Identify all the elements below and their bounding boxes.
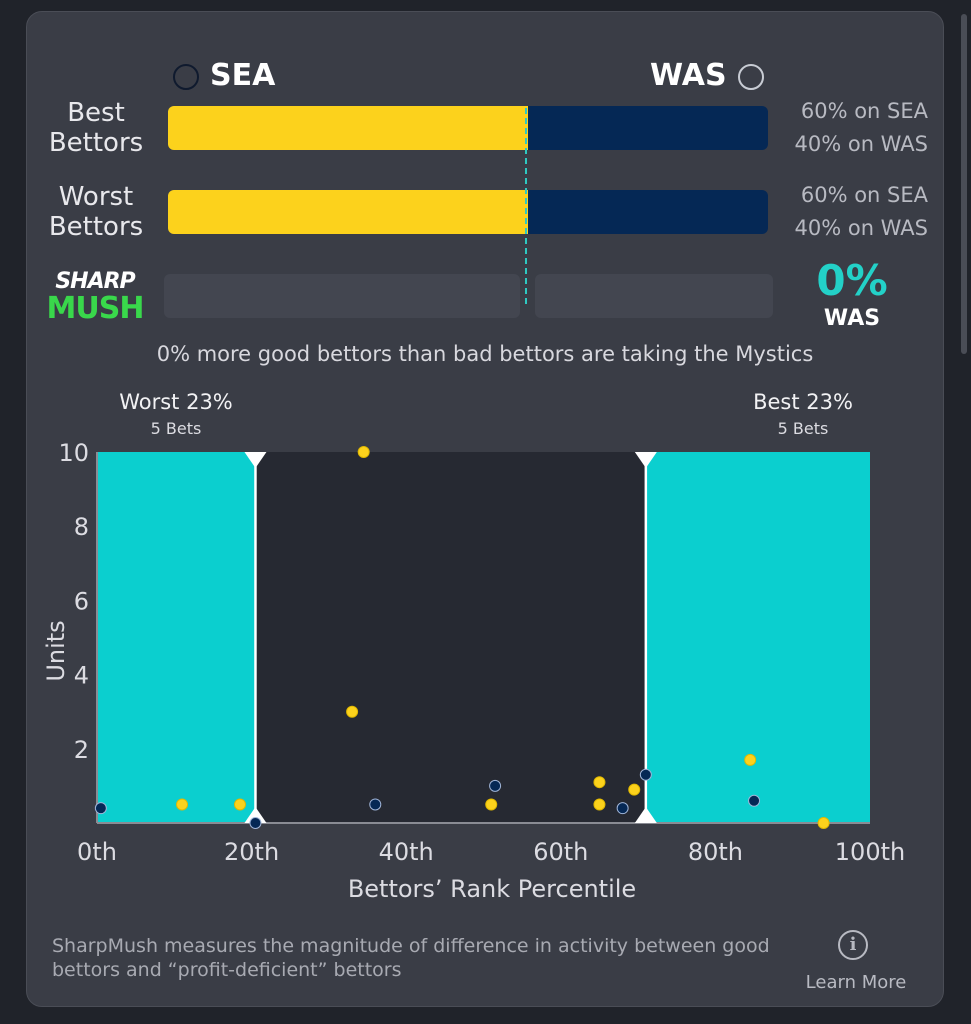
logo-sharp-text: SHARP: [55, 269, 135, 294]
team-was-label: WAS: [650, 58, 727, 93]
worst-label-line2: Bettors: [48, 212, 144, 242]
y-tick-label-8: 8: [74, 513, 89, 541]
best-bettors-region: [645, 452, 870, 823]
was-point-5: [639, 768, 652, 781]
best-cutoff-bottom-marker: [634, 807, 657, 823]
best-sea-pct: 60% on SEA: [800, 99, 928, 123]
sea-point-6: [593, 776, 606, 789]
was-color-dot: [738, 64, 764, 90]
sharpmush-summary: 0% more good bettors than bad bettors ar…: [156, 342, 814, 366]
was-point-0: [94, 802, 107, 815]
sea-point-7: [628, 783, 641, 796]
x-tick-label-20th: 20th: [224, 838, 279, 866]
sea-point-9: [817, 817, 830, 829]
best-group-count: 5 Bets: [777, 419, 829, 438]
sea-point-3: [357, 446, 370, 458]
y-tick-label-4: 4: [74, 662, 89, 690]
worst-bettors-label: Worst Bettors: [41, 182, 151, 242]
best-bettors-was-bar: [528, 106, 768, 150]
sea-point-5: [593, 798, 606, 811]
y-axis-label: Units: [42, 620, 70, 681]
x-tick-label-60th: 60th: [533, 838, 588, 866]
was-point-3: [489, 779, 502, 792]
was-point-1: [249, 817, 262, 829]
was-point-6: [748, 794, 761, 807]
scrollbar[interactable]: [961, 14, 967, 354]
x-tick-label-40th: 40th: [379, 838, 434, 866]
sharpmush-team: WAS: [823, 306, 881, 331]
y-tick-label-10: 10: [58, 439, 89, 467]
worst-sea-pct: 60% on SEA: [800, 183, 928, 207]
sea-color-dot: [173, 64, 199, 90]
was-point-2: [369, 798, 382, 811]
worst-cutoff-bottom-marker: [244, 807, 267, 823]
sea-point-0: [176, 798, 189, 811]
middle-region: [255, 452, 646, 823]
sea-point-1: [234, 798, 247, 811]
x-axis-label: Bettors’ Rank Percentile: [348, 875, 636, 903]
sharpmush-value: 0%: [816, 256, 888, 305]
y-tick-label-2: 2: [74, 736, 89, 764]
learn-more-link[interactable]: Learn More: [805, 972, 907, 993]
x-tick-label-80th: 80th: [688, 838, 743, 866]
worst-bettors-percentages: 60% on SEA 40% on WAS: [748, 179, 929, 245]
worst-bettors-was-bar: [528, 190, 768, 234]
sea-point-2: [346, 705, 359, 718]
sharpmush-right-bar: [535, 274, 773, 318]
best-bettors-label: Best Bettors: [41, 98, 151, 158]
best-label-line1: Best: [67, 98, 125, 128]
logo-mush-text: MUSH: [46, 291, 145, 326]
worst-bettors-region: [97, 452, 256, 823]
best-was-pct: 40% on WAS: [794, 132, 929, 156]
team-sea-label: SEA: [210, 58, 276, 93]
center-dashed-line: [525, 108, 527, 304]
sea-point-4: [485, 798, 498, 811]
worst-group-count: 5 Bets: [150, 419, 202, 438]
y-tick-label-6: 6: [74, 587, 89, 615]
sharpmush-left-bar: [164, 274, 520, 318]
best-bettors-sea-bar: [168, 106, 528, 150]
was-point-4: [616, 802, 629, 815]
best-label-line2: Bettors: [48, 128, 144, 158]
best-cutoff-top-marker: [634, 452, 657, 468]
x-tick-label-100th: 100th: [835, 838, 905, 866]
worst-was-pct: 40% on WAS: [794, 216, 929, 240]
worst-label-line1: Worst: [58, 182, 134, 212]
sharpmush-logo: SHARP MUSH: [36, 270, 154, 324]
footer-description: SharpMush measures the magnitude of diff…: [52, 935, 770, 981]
sea-point-8: [744, 753, 757, 766]
best-bettors-percentages: 60% on SEA 40% on WAS: [748, 95, 929, 161]
worst-group-title: Worst 23%: [119, 390, 233, 414]
x-tick-label-0th: 0th: [77, 838, 117, 866]
best-group-title: Best 23%: [753, 390, 853, 414]
worst-cutoff-top-marker: [244, 452, 267, 468]
info-icon[interactable]: i: [838, 930, 868, 960]
worst-bettors-sea-bar: [168, 190, 528, 234]
